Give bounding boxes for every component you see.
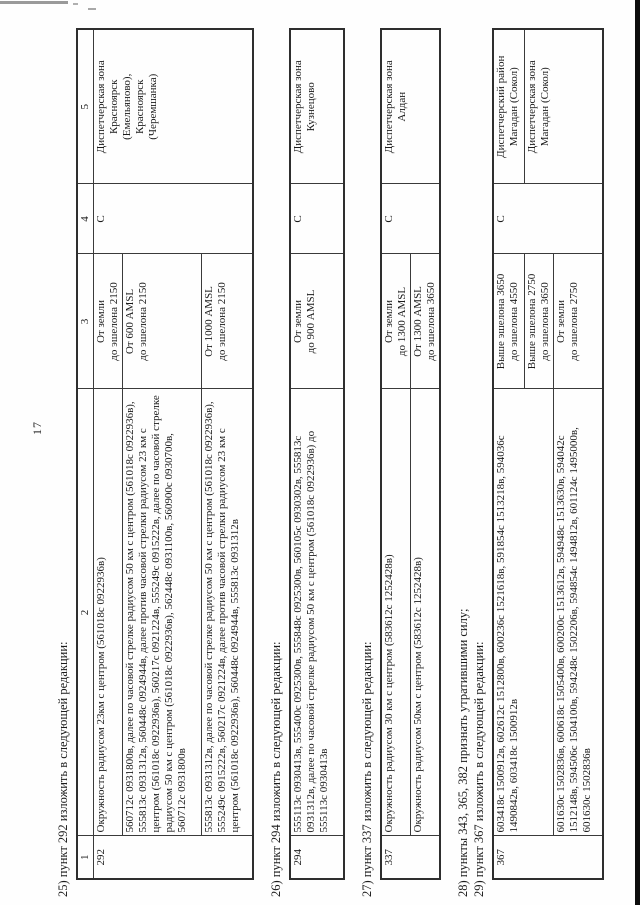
amendment-item-26: 26) пункт 294 изложить в следующей редак… (269, 641, 283, 898)
boundary-cell: 555813с 0931312в, далее по часовой стрел… (201, 389, 253, 836)
table-point-292: 1 2 3 4 5 292 Окружность радиусом 23км с… (76, 28, 254, 880)
column-header-1: 1 (77, 836, 94, 879)
vertical-limits-cell: От земли до эшелона 2150 (93, 254, 123, 389)
column-header-row: 1 2 3 4 5 (77, 29, 94, 879)
vertical-limits-cell: Выше эшелона 3650 до эшелона 4550 (493, 254, 525, 389)
zone-name-cell: Диспетчерская зона Красноярск (Емельянов… (93, 29, 253, 184)
vertical-limits-cell: От 1000 AMSL до эшелона 2150 (201, 254, 253, 389)
point-number-cell: 294 (290, 836, 344, 879)
vertical-limits-cell: От земли до 1300 AMSL (381, 254, 411, 389)
zone-name-cell: Диспетчерский район Магадан (Сокол) (493, 29, 525, 184)
column-header-3: 3 (77, 254, 94, 389)
page-content: 25) пункт 292 изложить в следующей редак… (56, 0, 604, 905)
amendment-item-27: 27) пункт 337 изложить в следующей редак… (360, 641, 374, 898)
column-header-5: 5 (77, 29, 94, 184)
column-header-4: 4 (77, 184, 94, 254)
zone-name-cell: Диспетчерская зона Кузнецово (290, 29, 344, 184)
vertical-limits-cell: От 1300 AMSL до эшелона 3650 (410, 254, 440, 389)
table-point-367: 367 603418с 1500912в, 602612с 1512800в, … (492, 28, 604, 880)
boundary-cell: Окружность радиусом 23км с центром (5610… (93, 389, 123, 836)
vertical-limits-cell: От земли до эшелона 2750 (553, 254, 603, 389)
boundary-cell: 603418с 1500912в, 602612с 1512800в, 6002… (493, 389, 554, 836)
boundary-cell: 560712с 0931800в, далее по часовой стрел… (122, 389, 202, 836)
airspace-class-cell: С (290, 184, 344, 254)
amendment-item-25: 25) пункт 292 изложить в следующей редак… (56, 641, 70, 898)
zone-name-cell: Диспетчерская зона Магадан (Сокол) (524, 29, 603, 184)
point-number-cell: 337 (381, 836, 440, 879)
vertical-limits-cell: От 600 AMSL до эшелона 2150 (122, 254, 202, 389)
scan-artifact (0, 1, 68, 4)
scan-artifact (73, 3, 78, 5)
boundary-cell: Окружность радиусом 50км с центром (5836… (410, 389, 440, 836)
table-row: 292 Окружность радиусом 23км с центром (… (93, 29, 253, 879)
zone-name-cell: Диспетчерская зона Алдан (381, 29, 440, 184)
amendment-item-28: 28) пункты 343, 365, 382 признать утрати… (456, 608, 470, 897)
boundary-cell: 601630с 1502836в, 600618с 1505400в, 6002… (553, 389, 603, 836)
boundary-cell: Окружность радиусом 30 км с центром (583… (381, 389, 411, 836)
point-number-cell: 367 (493, 836, 603, 879)
column-header-2: 2 (77, 389, 94, 836)
scan-edge-line (635, 0, 640, 905)
table-row: 367 603418с 1500912в, 602612с 1512800в, … (493, 29, 603, 879)
airspace-class-cell: С (93, 184, 253, 254)
boundary-cell: 555113с 0930413в, 555400с 0925300в, 5558… (290, 389, 344, 836)
table-row: 337 Окружность радиусом 30 км с центром … (381, 29, 440, 879)
table-point-337: 337 Окружность радиусом 30 км с центром … (380, 28, 441, 880)
page-number: 17 (30, 421, 44, 435)
table-point-294: 294 555113с 0930413в, 555400с 0925300в, … (289, 28, 345, 880)
point-number-cell: 292 (93, 836, 253, 879)
amendment-item-29: 29) пункт 367 изложить в следующей редак… (472, 641, 486, 898)
vertical-limits-cell: Выше эшелона 2750 до эшелона 3650 (524, 254, 554, 389)
vertical-limits-cell: От земли до 900 AMSL (290, 254, 344, 389)
scan-artifact (88, 8, 96, 10)
airspace-class-cell: С (381, 184, 440, 254)
table-row: 294 555113с 0930413в, 555400с 0925300в, … (290, 29, 344, 879)
airspace-class-cell: С (493, 184, 603, 254)
